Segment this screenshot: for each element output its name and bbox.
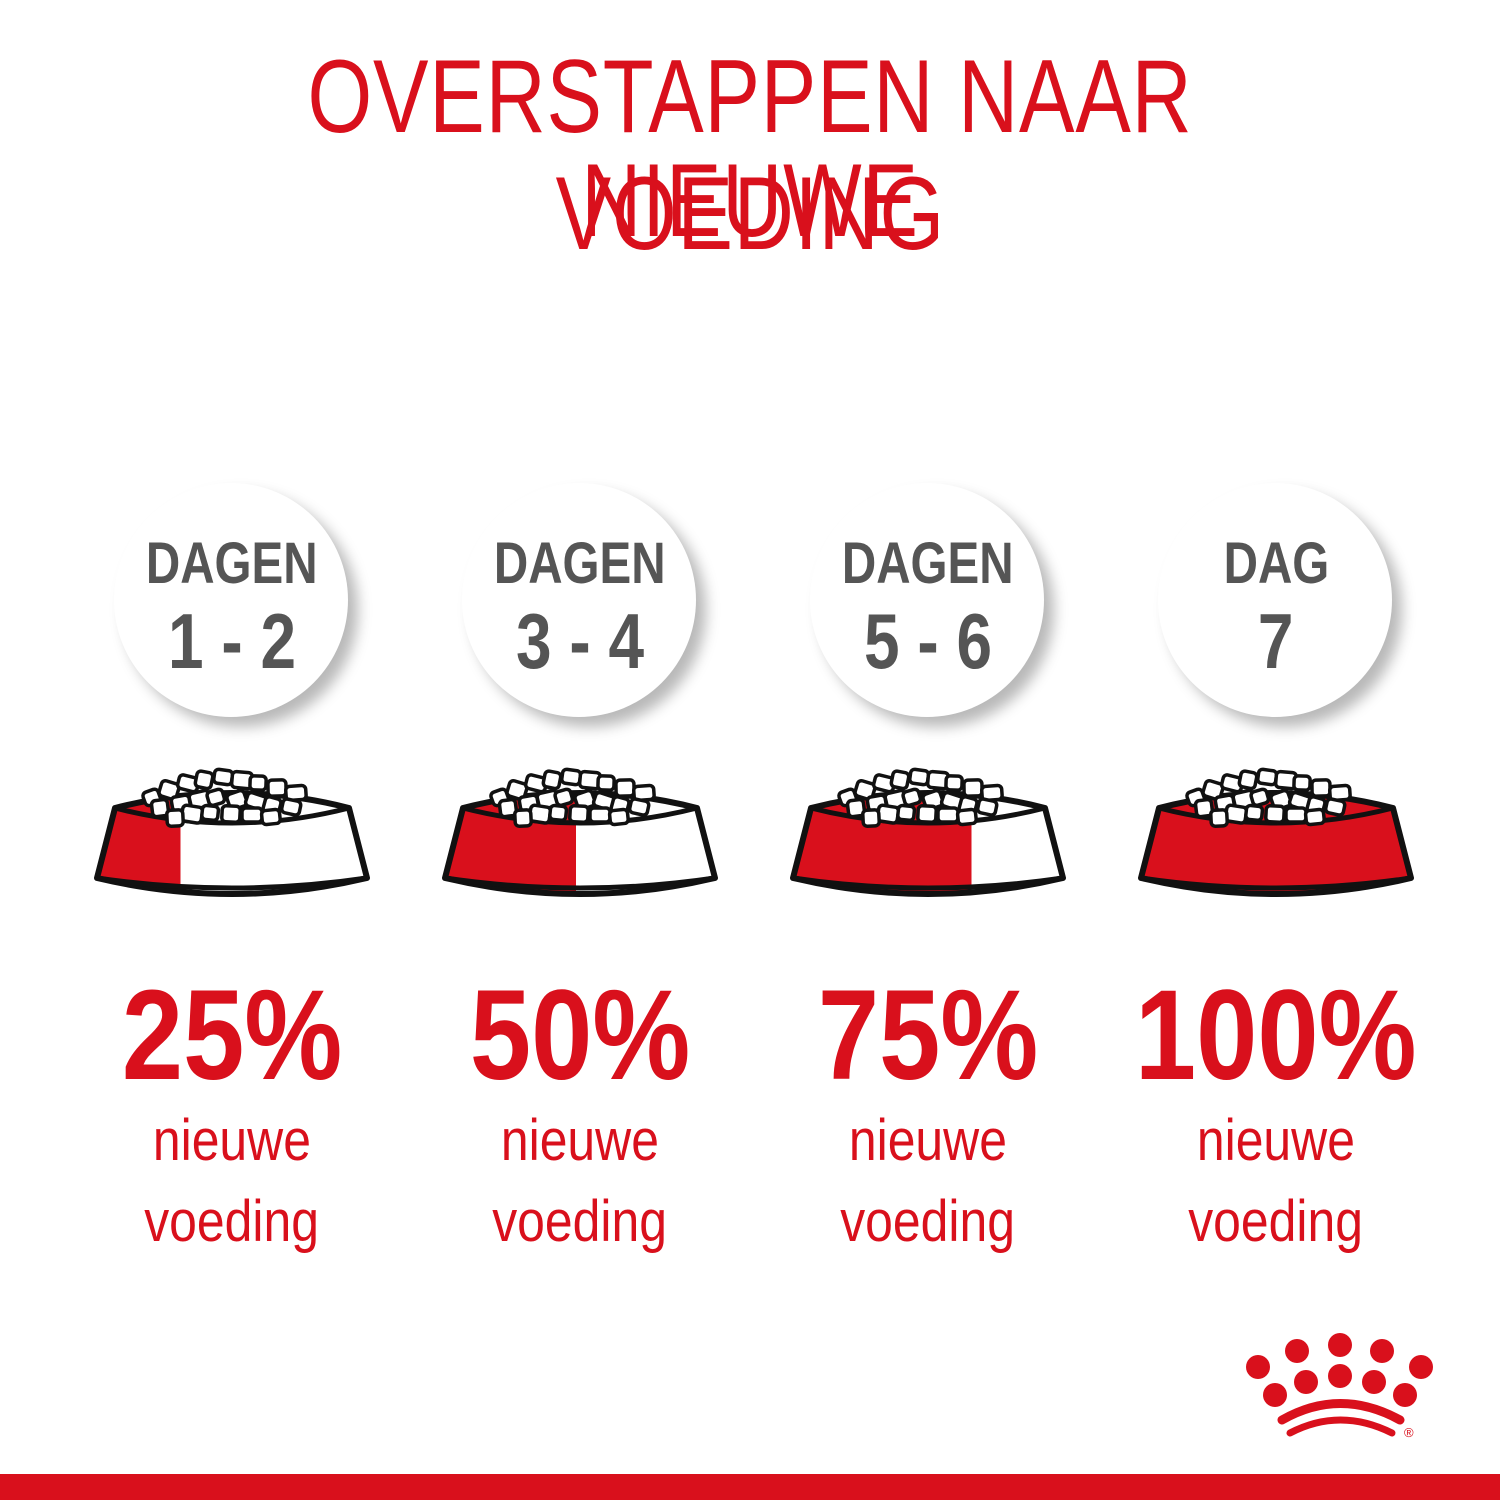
day-badge [462,483,696,717]
kibble [1323,797,1347,817]
day-badge [810,483,1044,717]
caption-line-2: voeding [492,1189,668,1254]
kibble [240,806,264,824]
day-label: DAGEN [494,531,666,596]
kibble [853,778,877,802]
kibble [588,806,612,824]
kibble [1201,778,1225,802]
kibble [1310,778,1332,798]
kibble [896,803,917,823]
kibble [901,787,923,808]
percent-new-food: 25% [121,964,343,1107]
percent-new-food: 75% [817,964,1039,1107]
page-title-line-1: OVERSTAPPEN NAAR NIEUWE [307,39,1193,259]
kibble [548,803,569,823]
kibble [541,769,563,791]
food-bowl-icon [790,767,1066,897]
caption-line-1: nieuwe [848,1108,1008,1173]
kibble [627,797,651,817]
day-badge [114,483,348,717]
percent-new-food: 100% [1135,964,1417,1107]
svg-text:®: ® [1404,1425,1414,1440]
kibble [193,769,215,791]
footer-brand-bar [0,1474,1500,1500]
transition-step: DAGEN 1 - 2 25% nieuwe voeding [58,0,406,1300]
kibble [205,787,227,808]
kibble [513,808,533,829]
kibble [220,803,242,825]
kibble [1193,797,1215,819]
kibble [1237,769,1259,791]
kibble [505,778,529,802]
kibble [861,808,881,829]
caption-line-2: voeding [1188,1189,1364,1254]
day-range: 7 [1258,597,1294,685]
kibble [165,808,185,829]
caption-line-1: nieuwe [1196,1108,1356,1173]
caption-line-2: voeding [840,1189,1016,1254]
kibble [497,797,519,819]
kibble [248,774,268,792]
caption-line-1: nieuwe [500,1108,660,1173]
kibble [916,803,938,825]
kibble [157,778,181,802]
kibble [1249,787,1271,808]
kibble [607,807,630,827]
kibble [1292,774,1312,792]
day-range: 5 - 6 [864,597,992,685]
kibble [200,803,221,823]
kibble [1264,803,1286,825]
kibble [149,797,171,819]
kibble [1244,803,1265,823]
kibble [1284,806,1308,824]
kibble [568,803,590,825]
kibble [944,774,964,792]
caption-line-1: nieuwe [152,1108,312,1173]
kibble [962,778,984,798]
transition-step: DAG 7 100% nieuwe voeding [1102,0,1450,1300]
transition-step: DAGEN 3 - 4 50% nieuwe voeding [406,0,754,1300]
kibble [614,778,636,798]
food-bowl-icon [94,767,370,897]
food-bowl-icon [442,767,718,897]
day-label: DAGEN [146,531,318,596]
kibble [889,769,911,791]
kibble [259,807,282,827]
day-range: 1 - 2 [168,597,296,685]
royal-canin-crown-logo: ® [1246,1333,1433,1440]
day-range: 3 - 4 [516,597,644,685]
caption-line-2: voeding [144,1189,320,1254]
day-badge [1158,483,1392,717]
kibble [553,787,575,808]
kibble [955,807,978,827]
day-label: DAGEN [842,531,1014,596]
kibble [1209,808,1229,829]
percent-new-food: 50% [469,964,691,1107]
kibble [266,778,288,798]
transition-step: DAGEN 5 - 6 75% nieuwe voeding [754,0,1102,1300]
page-title-line-2: VOEDING [555,156,945,272]
food-bowl-icon [1138,767,1414,897]
kibble [975,797,999,817]
kibble [936,806,960,824]
day-label: DAG [1223,531,1329,596]
kibble [1303,807,1326,827]
kibble [279,797,303,817]
kibble [845,797,867,819]
kibble [596,774,616,792]
